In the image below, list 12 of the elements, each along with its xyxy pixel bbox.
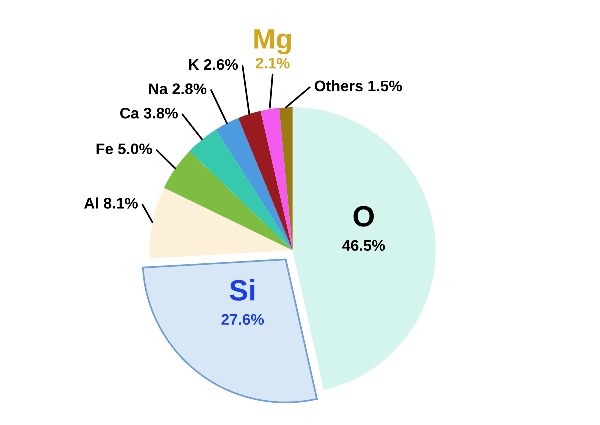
data-label: 27.6% [222,314,264,326]
slice-label: Na 2.8% [149,84,207,94]
slice-label: K 2.6% [189,59,238,70]
slice-label: O [354,206,374,227]
data-label: 46.5% [342,240,386,252]
slice-label: Mg [254,30,292,55]
slice-label: Al 8.1% [84,198,138,209]
slice-label: Si [230,280,255,301]
slice-label: Fe 5.0% [96,144,152,155]
slice-label: Others 1.5% [314,80,402,92]
slice-label: Ca 3.8% [120,108,178,119]
data-label: 2.1% [256,58,290,69]
